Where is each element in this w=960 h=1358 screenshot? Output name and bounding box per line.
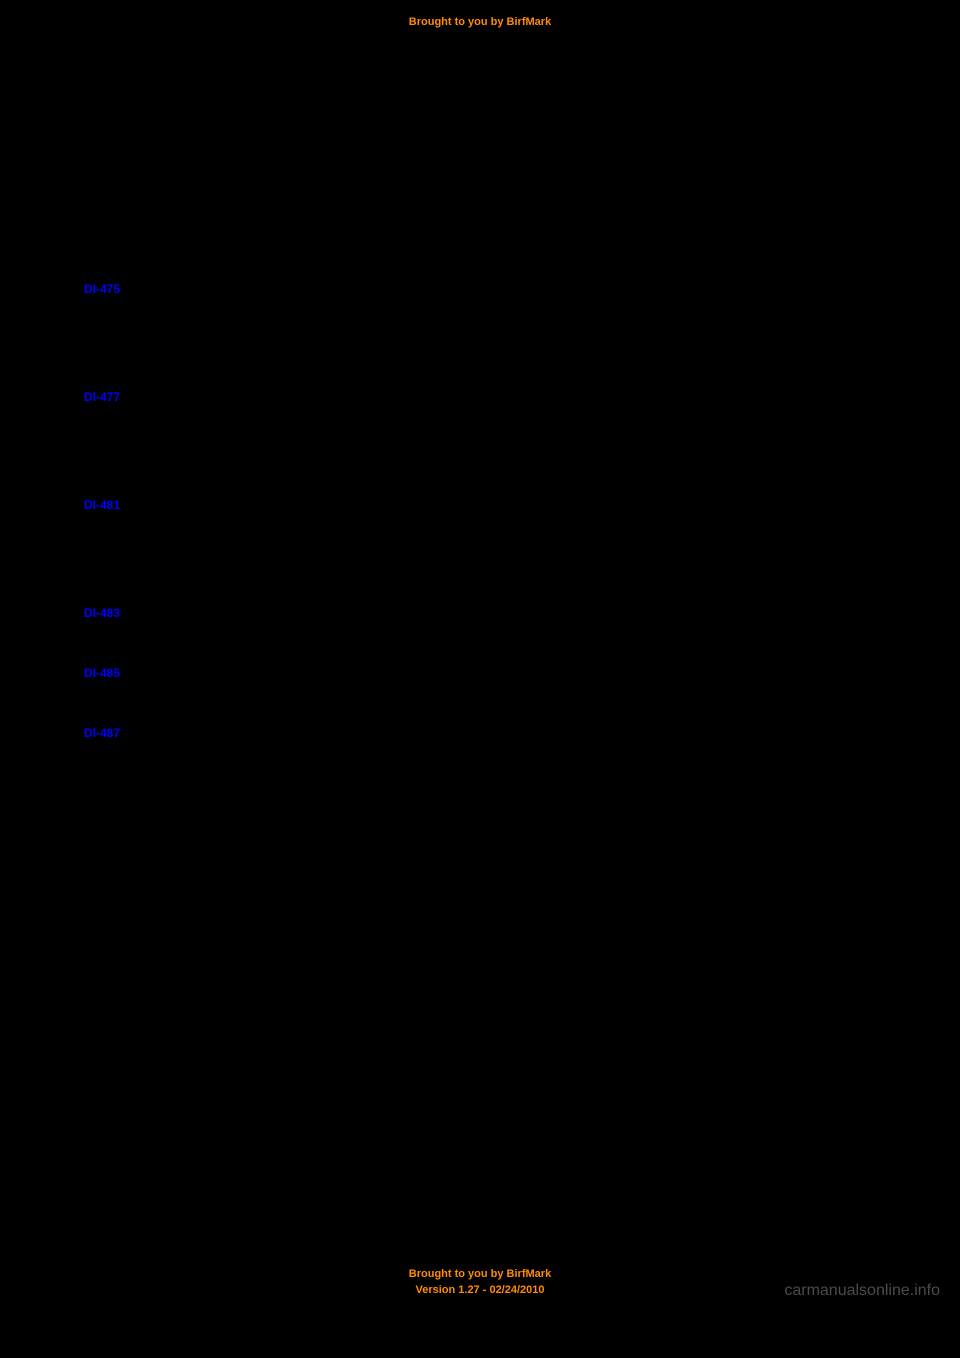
page-link-di481[interactable]: DI-481 bbox=[84, 498, 120, 512]
page-link-di475[interactable]: DI-475 bbox=[84, 282, 120, 296]
header-text: Brought to you by BirfMark bbox=[409, 16, 551, 28]
link-item: DI-477 bbox=[84, 388, 960, 406]
link-item: DI-485 bbox=[84, 664, 960, 682]
page-header: Brought to you by BirfMark bbox=[0, 0, 960, 30]
link-item: DI-475 bbox=[84, 280, 960, 298]
watermark-text: carmanualsonline.info bbox=[784, 1282, 940, 1300]
content-area: DI-475 DI-477 DI-481 DI-483 DI-485 DI-48… bbox=[0, 30, 960, 742]
page-link-di487[interactable]: DI-487 bbox=[84, 726, 120, 740]
page-link-di485[interactable]: DI-485 bbox=[84, 666, 120, 680]
page-link-di477[interactable]: DI-477 bbox=[84, 390, 120, 404]
page-link-di483[interactable]: DI-483 bbox=[84, 606, 120, 620]
footer-line1: Brought to you by BirfMark bbox=[0, 1267, 960, 1282]
link-item: DI-483 bbox=[84, 604, 960, 622]
link-item: DI-481 bbox=[84, 496, 960, 514]
link-item: DI-487 bbox=[84, 724, 960, 742]
